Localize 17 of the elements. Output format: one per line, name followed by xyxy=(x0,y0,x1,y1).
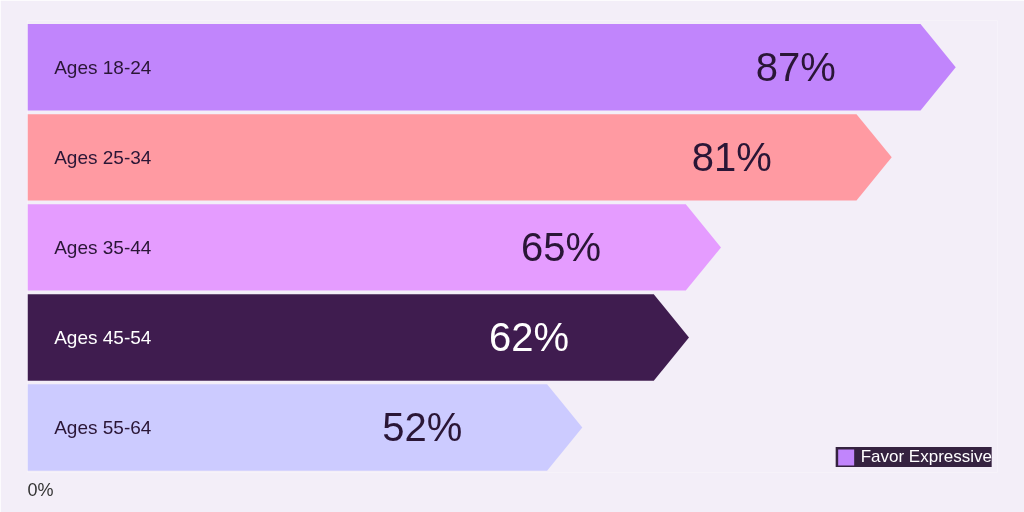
bar xyxy=(27,384,583,471)
y-tick-label: Ages 25-34 xyxy=(54,146,152,168)
y-tick-label: Ages 35-44 xyxy=(54,236,152,258)
data-label: 87% xyxy=(755,45,836,90)
bar xyxy=(27,204,721,291)
legend-label: Favor Expressive xyxy=(860,447,992,467)
y-tick-label: Ages 18-24 xyxy=(54,56,152,78)
data-label: 52% xyxy=(382,405,463,450)
bar xyxy=(27,294,689,381)
data-label: 65% xyxy=(520,225,601,270)
y-tick-label: Ages 45-54 xyxy=(54,326,152,348)
bar xyxy=(27,24,956,111)
data-label: 62% xyxy=(488,315,569,360)
text: 0% xyxy=(27,479,54,500)
y-tick-label: Ages 55-64 xyxy=(54,416,152,438)
data-label: 81% xyxy=(691,135,772,180)
bar xyxy=(27,114,892,201)
